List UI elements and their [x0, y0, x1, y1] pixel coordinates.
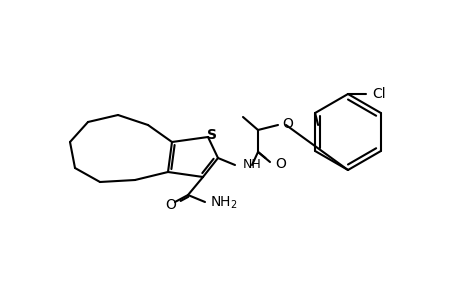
Text: NH: NH	[242, 158, 261, 170]
Text: O: O	[165, 198, 176, 212]
Text: O: O	[281, 117, 292, 131]
Text: NH$_2$: NH$_2$	[210, 195, 237, 211]
Text: S: S	[207, 128, 217, 142]
Text: Cl: Cl	[371, 87, 385, 101]
Text: O: O	[274, 157, 285, 171]
